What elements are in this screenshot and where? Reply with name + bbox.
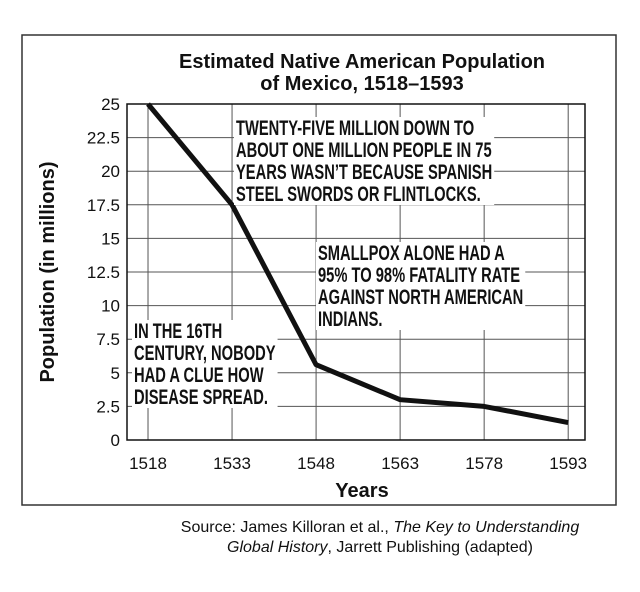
y-tick-label: 5	[111, 364, 120, 383]
frame	[21, 34, 617, 506]
annotation-text: TWENTY-FIVE MILLION DOWN TO	[236, 117, 474, 140]
annotation-text: 95% TO 98% FATALITY RATE	[318, 264, 520, 287]
data-line	[146, 102, 569, 425]
source-segment: , Jarrett Publishing (adapted)	[328, 539, 533, 556]
y-tick-label: 0	[111, 431, 120, 450]
y-tick-label: 12.5	[87, 263, 120, 282]
annotation-text: IN THE 16TH	[134, 320, 222, 343]
annotation-text: HAD A CLUE HOW	[134, 364, 264, 387]
annotation-background	[234, 117, 495, 205]
x-tick-label: 1578	[465, 454, 503, 473]
annotation-background	[316, 242, 526, 330]
y-tick-label: 15	[101, 229, 120, 248]
x-axis-label: Years	[335, 480, 388, 502]
annotation: SMALLPOX ALONE HAD A95% TO 98% FATALITY …	[316, 242, 526, 331]
y-tick-label: 20	[101, 162, 120, 181]
x-tick-label: 1548	[297, 454, 335, 473]
y-tick-label: 17.5	[87, 196, 120, 215]
annotation-text: AGAINST NORTH AMERICAN	[318, 286, 523, 309]
annotation-background	[132, 320, 278, 408]
annotation-text: DISEASE SPREAD.	[134, 386, 268, 409]
annotation-text: STEEL SWORDS OR FLINTLOCKS.	[236, 183, 481, 206]
annotation-text: ABOUT ONE MILLION PEOPLE IN 75	[236, 139, 492, 162]
source-segment: Global History	[227, 539, 328, 556]
source-segment: The Key to Understanding	[393, 519, 579, 536]
annotation-text: CENTURY, NOBODY	[134, 342, 276, 365]
x-tick-label: 1518	[129, 454, 167, 473]
chart-title: of Mexico, 1518–1593	[260, 73, 463, 95]
x-tick-label: 1533	[213, 454, 251, 473]
x-tick-label: 1563	[381, 454, 419, 473]
source-note: Global History, Jarrett Publishing (adap…	[227, 539, 533, 556]
chart-title: Estimated Native American Population	[179, 51, 545, 73]
plot-border	[126, 103, 586, 441]
y-tick-label: 10	[101, 297, 120, 316]
x-tick-label: 1593	[549, 454, 587, 473]
y-axis-label: Population (in millions)	[37, 161, 59, 382]
source-note: Source: James Killoran et al., The Key t…	[181, 519, 580, 536]
annotation-text: INDIANS.	[318, 308, 383, 331]
source-segment: Source: James Killoran et al.,	[181, 519, 394, 536]
annotation-text: SMALLPOX ALONE HAD A	[318, 242, 505, 265]
y-tick-label: 7.5	[96, 330, 120, 349]
y-tick-label: 25	[101, 95, 120, 114]
annotation-text: YEARS WASN’T BECAUSE SPANISH	[236, 161, 492, 184]
y-tick-label: 22.5	[87, 129, 120, 148]
y-tick-label: 2.5	[96, 397, 120, 416]
